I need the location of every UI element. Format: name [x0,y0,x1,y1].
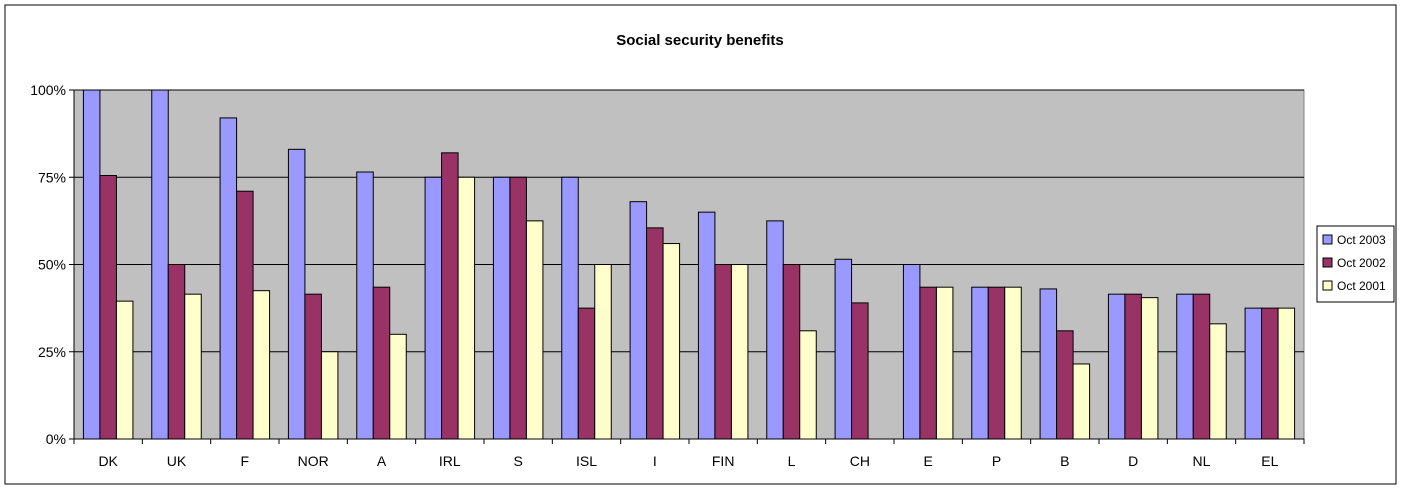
bar-dk-1 [82,89,101,440]
bar-l-1 [766,220,784,440]
bar-ch-1 [834,258,853,440]
bar-i-2 [646,227,664,440]
bar-d-3 [1140,297,1159,440]
bar-fin-1 [697,211,716,440]
bar-p-1 [971,286,989,440]
x-axis-ticks: DK UK F NOR A IRL S ISL I FIN L CH E P B D NL EL [73,439,1305,469]
bar-s-3 [525,220,544,440]
bar-fin-3 [730,264,749,440]
x-tick-label: EL [1261,453,1278,469]
bar-uk-1 [151,89,169,440]
chart-title: Social security benefits [616,32,784,49]
bar-isl-3 [594,264,612,440]
x-tick-label: DK [98,453,118,469]
bar-d-2 [1124,293,1142,440]
bar-dk-2 [99,175,117,440]
bar-uk-2 [167,264,186,440]
gridlines [74,89,1304,353]
x-tick-label: D [1128,453,1138,469]
bar-ch-2 [851,302,869,440]
legend-swatch [1322,280,1333,291]
x-tick-label: UK [167,453,187,469]
x-tick-label: P [992,453,1001,469]
bar-d-1 [1107,293,1126,440]
bar-i-3 [662,243,681,440]
bar-f-2 [236,190,254,440]
x-tick-label: NOR [298,453,329,469]
bar-dk-3 [115,300,134,440]
x-tick-label: A [377,453,387,469]
legend-label: Oct 2003 [1337,233,1386,247]
bar-i-1 [629,201,648,440]
bar-e-3 [935,286,954,440]
y-tick-label: 0% [46,431,66,447]
bar-fin-2 [714,264,732,440]
bar-el-2 [1261,307,1279,440]
legend-swatch [1322,234,1333,245]
bar-f-3 [252,290,271,440]
bar-b-2 [1056,330,1074,440]
x-tick-label: E [923,453,932,469]
bar-a-2 [372,286,391,440]
bar-p-3 [1004,286,1022,440]
legend-label: Oct 2002 [1337,256,1386,270]
bar-s-2 [509,176,527,440]
bar-el-3 [1277,307,1296,440]
x-tick-label: CH [850,453,870,469]
bar-e-2 [919,286,937,440]
bar-nor-1 [287,148,306,440]
bar-nl-1 [1176,293,1194,440]
x-tick-label: I [653,453,657,469]
bar-l-2 [782,264,801,440]
y-tick-label: 50% [38,257,66,273]
x-tick-label: IRL [439,453,461,469]
legend-swatch [1322,257,1333,268]
bar-l-3 [799,330,817,440]
x-tick-label: ISL [576,453,597,469]
bar-a-1 [356,171,374,440]
bar-isl-2 [577,307,596,440]
bar-irl-1 [424,176,443,440]
x-tick-label: S [513,453,522,469]
bar-b-3 [1072,363,1091,440]
bars [82,89,1296,440]
bar-isl-1 [561,176,579,440]
x-tick-label: B [1060,453,1069,469]
bar-f-1 [219,117,238,440]
bar-p-2 [987,286,1006,440]
bar-uk-3 [184,293,202,440]
bar-irl-3 [457,176,476,440]
x-tick-label: L [788,453,796,469]
x-tick-label: F [241,453,250,469]
bar-el-1 [1244,307,1263,440]
y-tick-label: 75% [38,169,66,185]
bar-irl-2 [441,152,459,440]
bar-s-1 [492,176,511,440]
bar-nor-2 [304,293,322,440]
y-tick-label: 100% [30,82,66,98]
y-axis-ticks: 0% 25% 50% 75% 100% [30,82,74,447]
y-tick-label: 25% [38,344,66,360]
legend: Oct 2003 Oct 2002 Oct 2001 [1316,225,1395,303]
bar-e-1 [902,264,921,440]
bar-a-3 [389,333,407,440]
legend-label: Oct 2001 [1337,279,1386,293]
bar-nl-3 [1209,323,1227,440]
x-tick-label: FIN [712,453,735,469]
bar-nor-3 [320,351,339,440]
bar-nl-2 [1192,293,1211,440]
bar-b-1 [1039,288,1058,440]
x-tick-label: NL [1193,453,1211,469]
